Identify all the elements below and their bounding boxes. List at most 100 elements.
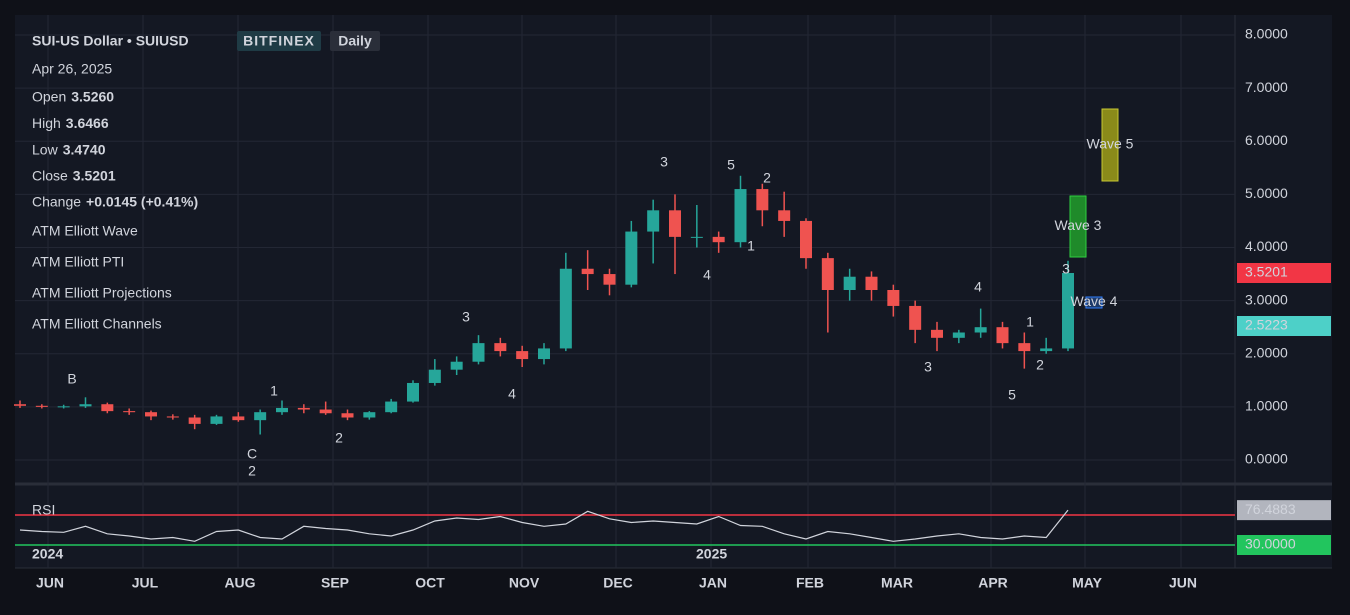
candle-body — [843, 276, 856, 290]
projection-box — [1101, 108, 1119, 182]
candle-body — [407, 382, 419, 402]
month-label: NOV — [509, 575, 540, 591]
candle-body — [690, 236, 703, 238]
candle-body — [778, 210, 791, 221]
candle-body — [800, 220, 812, 259]
ohlc-label: Open — [32, 89, 66, 105]
interval: Daily — [338, 33, 372, 49]
candle-body — [428, 369, 441, 383]
candle-body — [363, 412, 376, 418]
price-tag-label: 2.5223 — [1245, 317, 1288, 333]
candle-body — [559, 268, 572, 349]
interval-badge — [330, 31, 380, 51]
wave-label: C — [247, 446, 257, 462]
candle-body — [516, 351, 529, 360]
month-label: FEB — [796, 575, 824, 591]
y-tick-label: 2.0000 — [1245, 344, 1288, 360]
candle-body — [909, 305, 922, 330]
wave-label: 3 — [462, 309, 470, 325]
ohlc-label: High — [32, 115, 61, 131]
price-tag — [1237, 262, 1331, 283]
wave-label: 4 — [974, 279, 982, 295]
candle-body — [1062, 273, 1074, 349]
candle-body — [996, 327, 1009, 344]
candle-body — [581, 268, 594, 275]
candle-body — [145, 412, 157, 417]
month-label: OCT — [415, 575, 445, 591]
candle-body — [14, 404, 26, 406]
rsi-level-tag-label: 30.0000 — [1245, 536, 1296, 552]
projection-box — [1069, 195, 1087, 258]
month-label: APR — [978, 575, 1008, 591]
candle-body — [1018, 343, 1031, 352]
wave-label: 3 — [660, 154, 668, 170]
candle-body — [494, 343, 507, 352]
candle-body — [603, 274, 616, 285]
change-value: +0.0145 (+0.41%) — [86, 194, 198, 210]
candle-body — [232, 416, 245, 421]
candle-body — [166, 416, 179, 418]
y-tick-label: 7.0000 — [1245, 79, 1288, 95]
month-label: JUL — [132, 575, 159, 591]
y-tick-label: 1.0000 — [1245, 398, 1288, 414]
wave-label: 5 — [727, 157, 735, 173]
candle-body — [952, 332, 965, 338]
wave-label: 3 — [924, 359, 932, 375]
ohlc-label: Low — [32, 141, 59, 157]
y-tick-label: 4.0000 — [1245, 238, 1288, 254]
panel — [15, 15, 1332, 568]
ohlc-value: 3.5260 — [71, 89, 114, 105]
wave-label: 1 — [747, 238, 755, 254]
y-tick-label: 5.0000 — [1245, 185, 1288, 201]
month-label: SEP — [321, 575, 349, 591]
month-label: AUG — [224, 575, 255, 591]
candle-body — [101, 404, 114, 412]
date: Apr 26, 2025 — [32, 61, 112, 77]
candle-body — [647, 210, 660, 232]
candle-body — [472, 343, 485, 362]
change-label: Change — [32, 194, 81, 210]
candle-body — [385, 401, 398, 413]
wave-label: 2 — [248, 463, 256, 479]
candle-body — [188, 417, 201, 424]
y-tick-label: 3.0000 — [1245, 291, 1288, 307]
candle-body — [254, 412, 267, 421]
wave-label: 4 — [508, 386, 516, 402]
candle-body — [1040, 348, 1053, 352]
month-label: MAY — [1072, 575, 1102, 591]
month-label: MAR — [881, 575, 913, 591]
wave-label: 2 — [1036, 357, 1044, 373]
year-label: 2025 — [696, 546, 727, 562]
projection-label: Wave 5 — [1087, 136, 1134, 152]
month-label: JUN — [1169, 575, 1197, 591]
candle-body — [669, 210, 681, 237]
wave-label: 3 — [1062, 261, 1070, 277]
price-tag-label: 3.5201 — [1245, 264, 1288, 280]
wave-label: 1 — [1026, 314, 1034, 330]
candle-body — [35, 405, 48, 407]
projection-label: Wave 4 — [1071, 293, 1118, 309]
candle-body — [712, 236, 725, 243]
wave-label: B — [67, 371, 76, 387]
candle-body — [734, 189, 747, 243]
exchange: BITFINEX — [243, 33, 315, 49]
ohlc-label: Close — [32, 168, 68, 184]
candle-body — [341, 413, 354, 418]
candle-body — [319, 409, 332, 414]
indicator-name: ATM Elliott Channels — [32, 316, 162, 332]
candle-body — [821, 258, 834, 290]
candle-body — [210, 416, 223, 424]
exchange-badge — [237, 31, 321, 51]
candle-body — [887, 290, 900, 306]
candle-body — [865, 276, 878, 290]
rsi-level-tag — [1237, 535, 1331, 555]
rsi-last-label: 76.4883 — [1245, 501, 1296, 517]
month-label: JAN — [699, 575, 727, 591]
indicator-name: ATM Elliott PTI — [32, 254, 124, 270]
wave-label: 1 — [270, 383, 278, 399]
candle-body — [538, 348, 550, 360]
wave-label: 2 — [335, 430, 343, 446]
indicator-name: ATM Elliott Wave — [32, 223, 138, 239]
candle-body — [450, 361, 463, 370]
wave-label: 2 — [763, 170, 771, 186]
